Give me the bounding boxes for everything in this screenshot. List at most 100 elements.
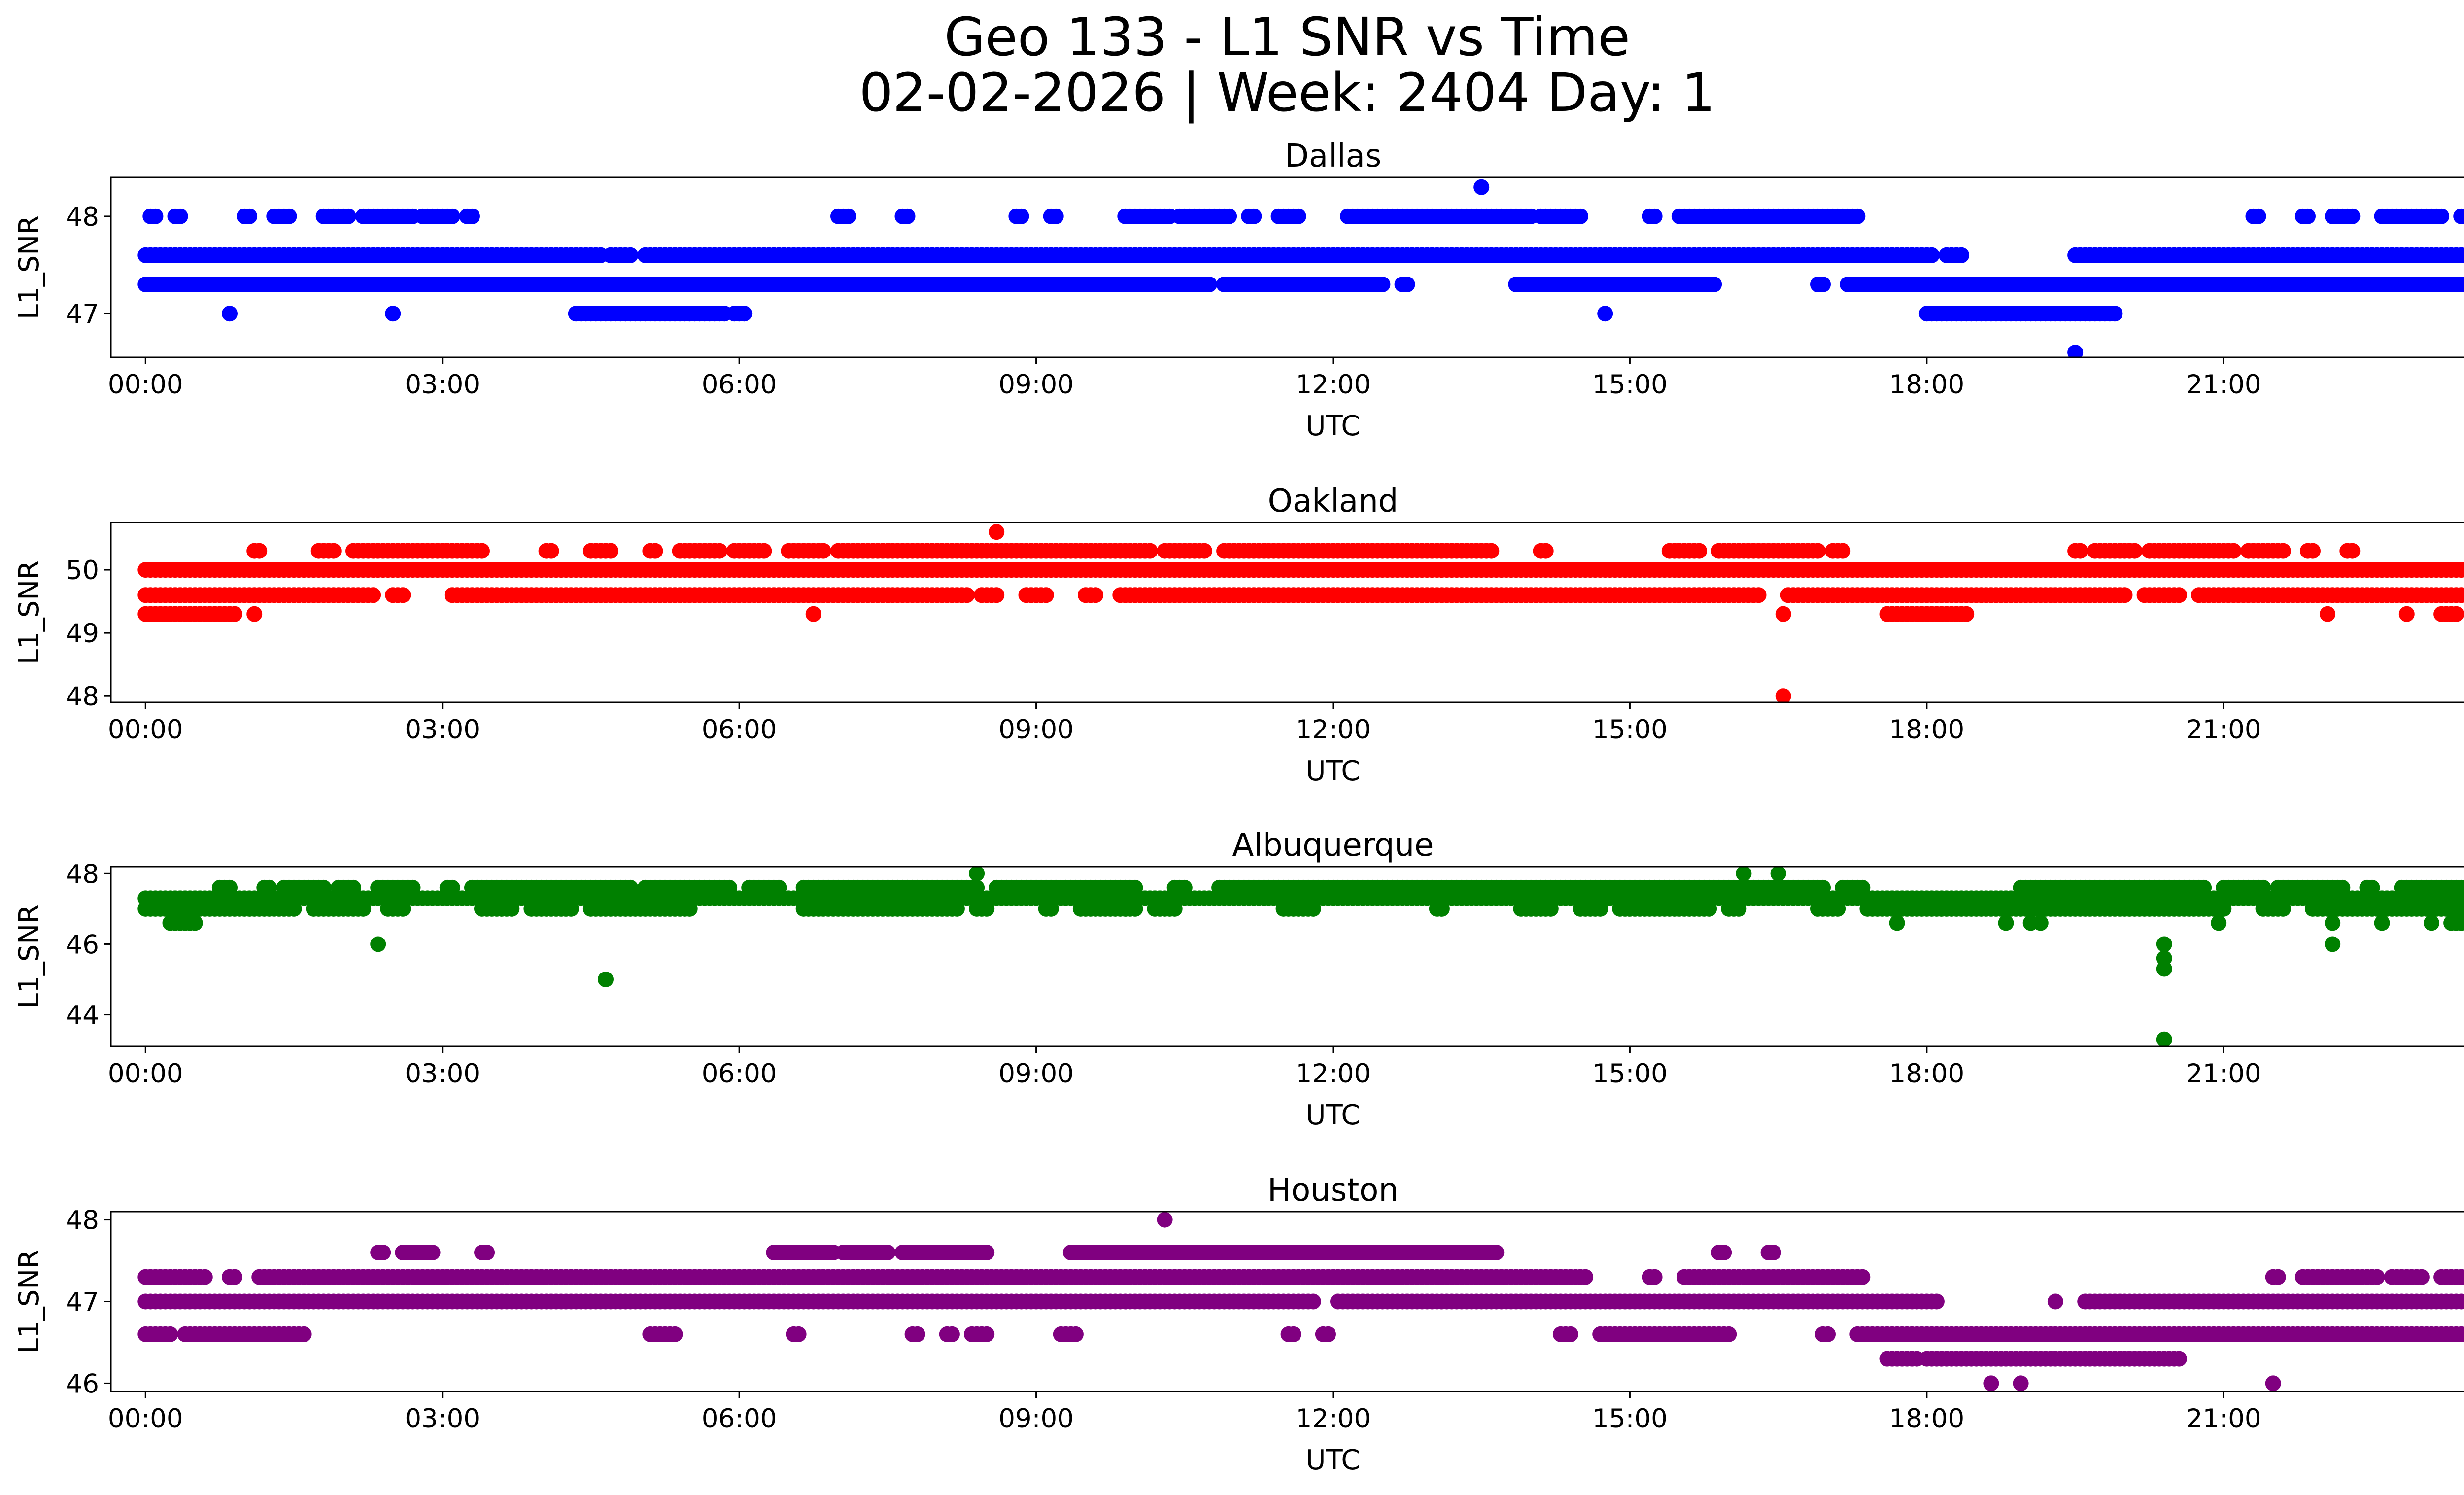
data-point bbox=[504, 901, 520, 917]
x-tick-label: 00:00 bbox=[108, 715, 183, 745]
x-tick-label: 15:00 bbox=[1592, 1404, 1668, 1434]
data-point bbox=[1854, 879, 1871, 896]
data-point bbox=[1716, 1245, 1732, 1260]
y-axis-label: L1_SNR bbox=[13, 1250, 45, 1354]
scatter-points bbox=[137, 524, 2464, 702]
data-point bbox=[1770, 867, 1786, 882]
x-tick-label: 03:00 bbox=[405, 1404, 480, 1434]
data-point bbox=[1854, 1269, 1871, 1285]
data-point bbox=[315, 879, 332, 896]
axes-frame bbox=[110, 176, 2464, 358]
data-point bbox=[1958, 606, 1975, 622]
data-point bbox=[1142, 543, 1158, 559]
data-point bbox=[1810, 543, 1826, 559]
data-point bbox=[880, 1245, 896, 1260]
data-point bbox=[949, 901, 965, 917]
panel-albuquerque: Albuquerque UTC L1_SNR 00:00 03:00 06:00 09… bbox=[13, 827, 2464, 1131]
data-point bbox=[2458, 209, 2464, 224]
data-point bbox=[805, 606, 821, 622]
x-tick-label: 09:00 bbox=[998, 1404, 1074, 1434]
figure-title-line1: Geo 133 - L1 SNR vs Time bbox=[944, 7, 1630, 68]
data-point bbox=[2334, 879, 2351, 896]
data-point bbox=[603, 543, 619, 559]
y-axis-label: L1_SNR bbox=[13, 560, 45, 664]
y-axis-label: L1_SNR bbox=[13, 215, 45, 319]
data-point bbox=[2270, 1269, 2286, 1285]
data-point bbox=[2265, 1375, 2281, 1391]
data-point bbox=[1221, 208, 1237, 224]
x-tick-label: 21:00 bbox=[2186, 370, 2261, 400]
data-point bbox=[622, 879, 639, 896]
data-point bbox=[944, 1326, 960, 1342]
data-point bbox=[444, 208, 460, 224]
data-point bbox=[1820, 1326, 1836, 1342]
data-point bbox=[2156, 961, 2172, 977]
data-point bbox=[543, 543, 559, 559]
data-point bbox=[296, 1326, 312, 1342]
data-point bbox=[1320, 1326, 1336, 1342]
data-point bbox=[1706, 277, 1722, 292]
data-point bbox=[1542, 901, 1559, 917]
data-point bbox=[1953, 247, 1970, 263]
x-tick-label: 18:00 bbox=[1889, 370, 1964, 400]
data-point bbox=[2369, 1269, 2385, 1285]
data-point bbox=[899, 208, 916, 224]
data-point bbox=[1013, 208, 1029, 224]
x-tick-label: 21:00 bbox=[2186, 715, 2261, 745]
data-point bbox=[1765, 1245, 1781, 1260]
y-tick-label: 46 bbox=[66, 1369, 99, 1399]
y-tick-label: 48 bbox=[66, 859, 99, 889]
data-point bbox=[2458, 1269, 2464, 1285]
data-point bbox=[1830, 901, 1846, 917]
data-point bbox=[1038, 587, 1054, 603]
x-tick-label: 06:00 bbox=[702, 715, 777, 745]
data-point bbox=[622, 247, 639, 263]
data-point bbox=[1434, 901, 1450, 917]
data-point bbox=[1750, 587, 1767, 603]
data-point bbox=[2013, 1375, 2029, 1391]
data-point bbox=[2458, 915, 2464, 931]
x-axis-label: UTC bbox=[1305, 755, 1360, 787]
data-point bbox=[246, 606, 263, 622]
x-tick-label: 15:00 bbox=[1592, 1059, 1668, 1089]
data-point bbox=[1815, 277, 1831, 292]
data-point bbox=[2275, 901, 2291, 917]
data-point bbox=[2458, 880, 2464, 896]
data-point bbox=[2374, 915, 2390, 931]
data-point bbox=[682, 901, 698, 917]
data-point bbox=[969, 879, 985, 896]
data-point bbox=[2458, 1294, 2464, 1309]
data-point bbox=[2413, 1269, 2430, 1285]
data-point bbox=[1473, 179, 1490, 195]
data-point bbox=[1166, 901, 1183, 917]
data-point bbox=[325, 543, 342, 559]
data-point bbox=[1691, 543, 1707, 559]
x-tick-label: 00:00 bbox=[108, 1059, 183, 1089]
x-axis-label: UTC bbox=[1305, 1099, 1360, 1131]
data-point bbox=[1701, 901, 1717, 917]
data-point bbox=[1721, 1326, 1737, 1342]
data-point bbox=[979, 1245, 995, 1260]
data-point bbox=[1538, 543, 1554, 559]
y-axis-label: L1_SNR bbox=[13, 904, 45, 1008]
data-point bbox=[1835, 543, 1851, 559]
y-tick-label: 49 bbox=[66, 619, 99, 649]
data-point bbox=[667, 1326, 683, 1342]
x-tick-label: 03:00 bbox=[405, 370, 480, 400]
y-tick-label: 47 bbox=[66, 1287, 99, 1318]
data-point bbox=[1646, 208, 1663, 224]
data-point bbox=[1562, 1326, 1578, 1342]
data-point bbox=[2275, 543, 2291, 559]
data-point bbox=[2458, 277, 2464, 292]
data-point bbox=[147, 208, 164, 224]
x-tick-label: 12:00 bbox=[1296, 715, 1371, 745]
data-point bbox=[405, 879, 421, 896]
data-point bbox=[756, 543, 772, 559]
panel-title: Dallas bbox=[1285, 138, 1382, 174]
data-point bbox=[2325, 915, 2341, 931]
data-point bbox=[1849, 208, 1866, 224]
x-tick-label: 06:00 bbox=[702, 1059, 777, 1089]
data-point bbox=[1483, 543, 1500, 559]
data-point bbox=[959, 587, 975, 603]
